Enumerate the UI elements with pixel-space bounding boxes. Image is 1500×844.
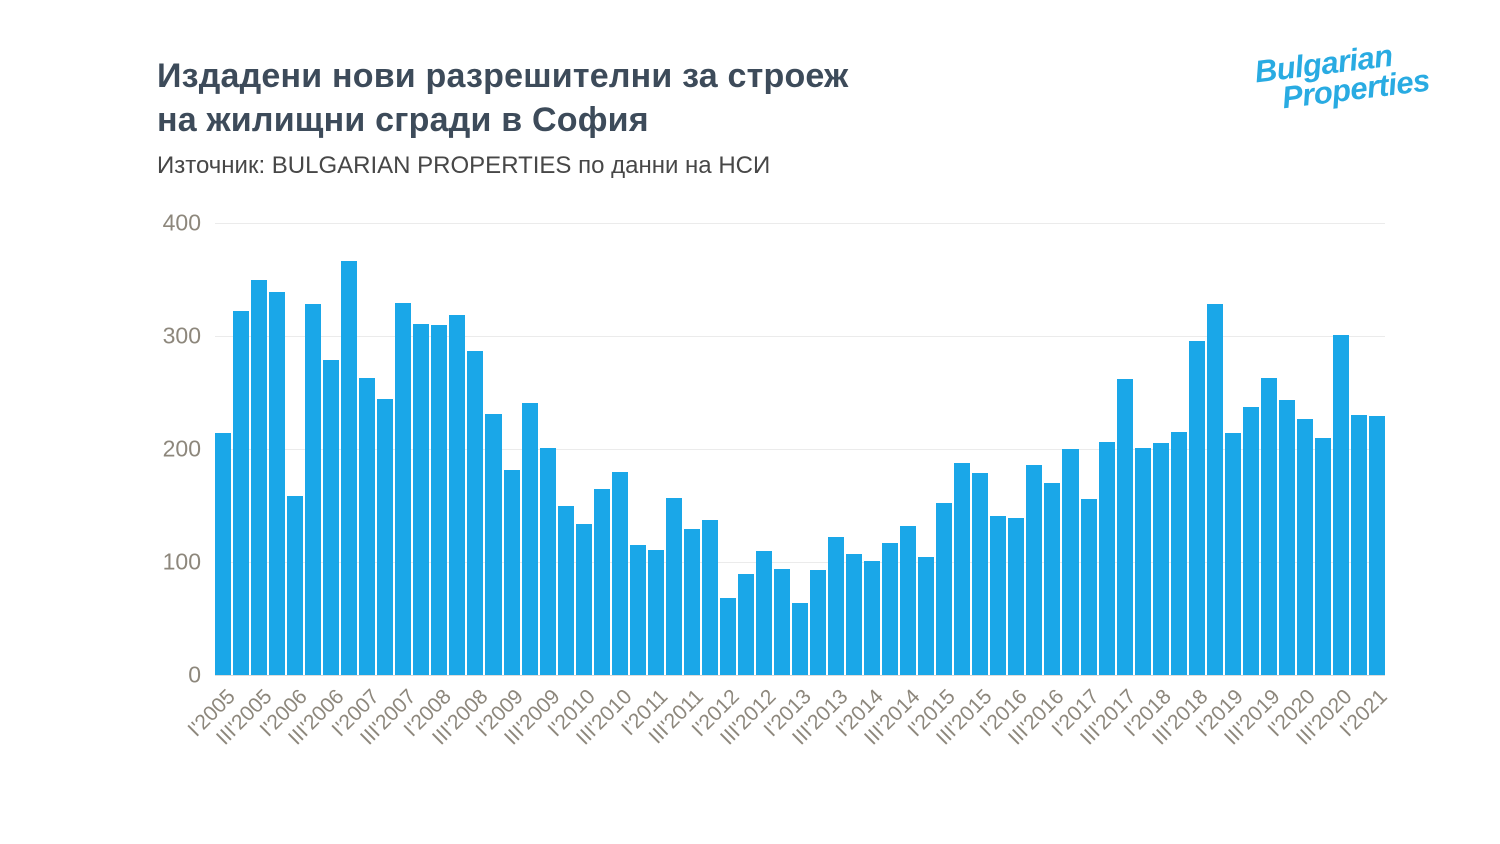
source-note: Източник: BULGARIAN PROPERTIES по данни … <box>157 152 771 179</box>
y-tick-label-400: 400 <box>162 209 201 236</box>
bar-I'2006 <box>287 496 304 675</box>
bar-II'2020 <box>1314 437 1331 675</box>
bar-III'2012 <box>755 550 772 675</box>
bar-III'2006 <box>323 359 340 675</box>
bar-II'2014 <box>882 542 899 675</box>
bar-I'2012 <box>719 598 736 675</box>
bar-IV'2020 <box>1350 415 1367 675</box>
bar-IV'2018 <box>1206 304 1223 675</box>
bar-I'2007 <box>359 377 376 675</box>
bar-II'2015 <box>954 462 971 675</box>
bar-III'2009 <box>539 447 556 675</box>
y-tick-label-200: 200 <box>162 435 201 462</box>
bar-IV'2012 <box>773 568 790 675</box>
bar-I'2014 <box>864 560 881 675</box>
bar-III'2013 <box>828 537 845 675</box>
bar-III'2008 <box>467 350 484 675</box>
bar-IV'2013 <box>846 554 863 675</box>
bar-II'2010 <box>593 488 610 675</box>
bar-III'2016 <box>1044 482 1061 675</box>
bar-IV'2019 <box>1278 400 1295 675</box>
y-tick-label-100: 100 <box>162 548 201 575</box>
bar-III'2007 <box>395 303 412 675</box>
bar-I'2011 <box>647 549 664 675</box>
bar-IV'2006 <box>341 261 358 675</box>
bar-III'2019 <box>1260 377 1277 675</box>
bar-III'2014 <box>900 525 917 675</box>
bar-IV'2016 <box>1062 449 1079 675</box>
bar-III'2005 <box>251 279 268 675</box>
bar-chart: 0 100 200 300 400 I'2005 III'2005 I'2006 III'20… <box>163 210 1393 750</box>
gridline-100 <box>215 562 1385 563</box>
y-tick-label-0: 0 <box>188 661 201 688</box>
bar-II'2007 <box>377 399 394 675</box>
bar-IV'2017 <box>1134 447 1151 675</box>
bar-II'2016 <box>1026 464 1043 675</box>
bar-II'2018 <box>1170 432 1187 675</box>
bar-II'2005 <box>233 311 250 675</box>
bar-IV'2009 <box>557 505 574 675</box>
bar-I'2005 <box>215 433 232 675</box>
bar-I'2008 <box>431 324 448 675</box>
bar-II'2011 <box>665 497 682 675</box>
bar-IV'2010 <box>629 545 646 675</box>
bar-IV'2011 <box>701 520 718 675</box>
bar-II'2019 <box>1242 407 1259 675</box>
bar-IV'2015 <box>990 515 1007 675</box>
bar-I'2018 <box>1152 443 1169 675</box>
bar-I'2020 <box>1296 418 1313 675</box>
x-axis-labels: I'2005 III'2005 I'2006 III'2006 I'2007 III'20… <box>184 675 1392 805</box>
bar-II'2009 <box>521 402 538 675</box>
page-title-line2: на жилищни сгради в София <box>157 100 649 139</box>
bar-II'2013 <box>810 569 827 675</box>
bar-II'2012 <box>737 574 754 675</box>
bar-III'2011 <box>683 529 700 675</box>
bar-III'2018 <box>1188 340 1205 675</box>
bar-IV'2014 <box>918 557 935 675</box>
bar-I'2010 <box>575 523 592 675</box>
bar-I'2021 <box>1369 416 1386 675</box>
bar-I'2013 <box>792 602 809 675</box>
bar-I'2015 <box>936 503 953 675</box>
bar-I'2009 <box>503 470 520 675</box>
bar-I'2017 <box>1080 498 1097 675</box>
bar-III'2017 <box>1116 378 1133 675</box>
bar-IV'2008 <box>485 413 502 675</box>
y-tick-label-300: 300 <box>162 322 201 349</box>
gridline-400 <box>215 223 1385 224</box>
bar-I'2019 <box>1224 433 1241 675</box>
page-title-line1: Издадени нови разрешителни за строеж <box>157 57 849 95</box>
bar-III'2010 <box>611 471 628 675</box>
gridline-200 <box>215 449 1385 450</box>
brand-logo: Bulgarian Properties <box>1252 38 1431 116</box>
bar-II'2017 <box>1098 442 1115 675</box>
bar-IV'2007 <box>413 323 430 675</box>
gridline-0 <box>215 675 1385 676</box>
bar-III'2015 <box>972 472 989 675</box>
gridline-300 <box>215 336 1385 337</box>
bar-I'2016 <box>1008 517 1025 675</box>
bar-II'2008 <box>449 314 466 675</box>
page-title: Издадени нови разрешителни за строеж на … <box>157 55 848 142</box>
bars-row <box>215 223 1386 675</box>
bar-II'2006 <box>305 304 322 675</box>
bar-III'2020 <box>1332 334 1349 675</box>
bar-IV'2005 <box>269 291 286 675</box>
